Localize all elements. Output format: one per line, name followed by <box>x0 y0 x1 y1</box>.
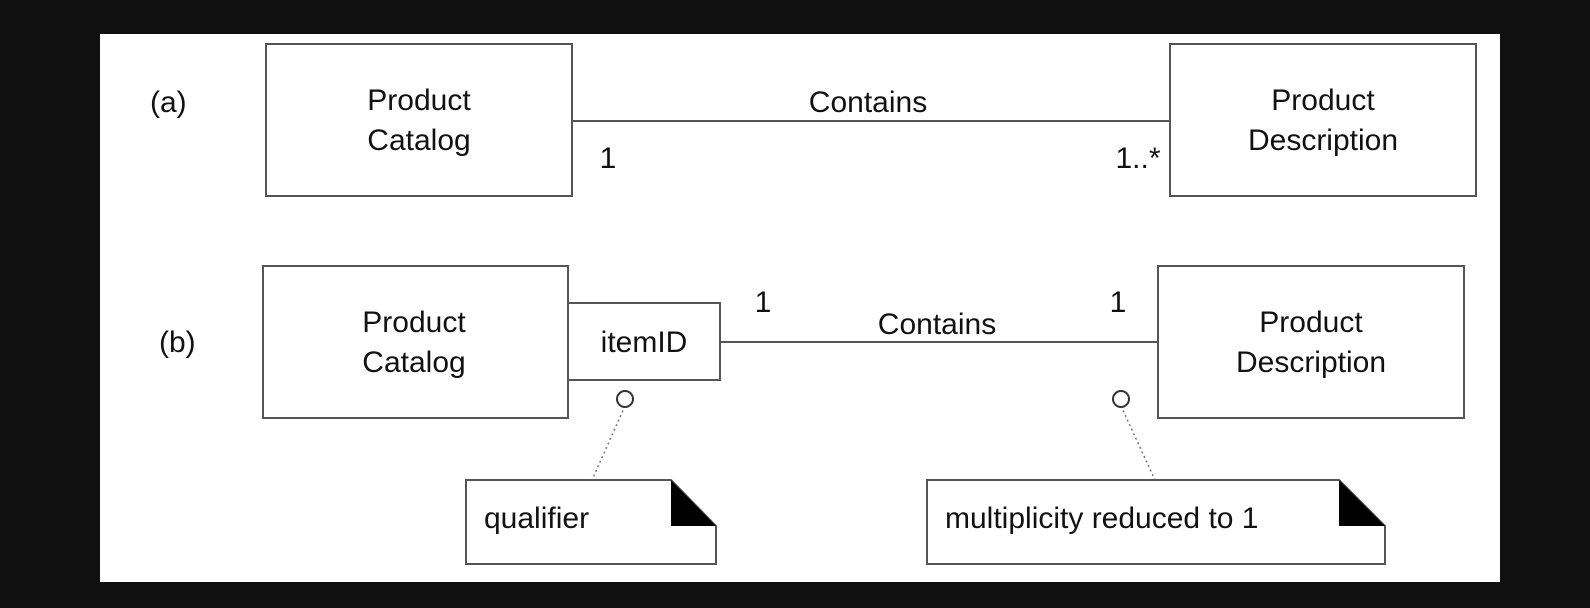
uml-diagram: (a) Product Catalog Contains 1 1..* Prod… <box>150 43 1477 565</box>
qualifier-note-fold <box>671 480 716 526</box>
qualifier-note-text: qualifier <box>484 502 589 535</box>
a-product-catalog-class <box>265 43 573 197</box>
multiplicity-note-text: multiplicity reduced to 1 <box>945 502 1258 535</box>
b-product-description-line2: Description <box>1236 346 1386 379</box>
a-product-description-class <box>1169 43 1477 197</box>
qualifier-text: itemID <box>601 326 688 359</box>
b-product-catalog-line2: Catalog <box>362 346 465 379</box>
a-product-description-line2: Description <box>1248 124 1398 157</box>
b-product-description-class <box>1157 265 1465 419</box>
qualifier-note <box>465 479 717 565</box>
b-association-name: Contains <box>878 308 996 341</box>
a-left-multiplicity: 1 <box>600 142 617 175</box>
diagram-canvas: (a) Product Catalog Contains 1 1..* Prod… <box>100 34 1500 582</box>
qualifier-note-connector <box>591 405 626 481</box>
b-product-description-line1: Product <box>1259 306 1363 339</box>
label-a: (a) <box>150 86 187 119</box>
label-b: (b) <box>159 326 196 359</box>
multiplicity-anchor-circle <box>1112 390 1130 408</box>
b-product-catalog-class <box>262 265 569 419</box>
multiplicity-note <box>926 479 1386 565</box>
b-right-multiplicity: 1 <box>1110 286 1127 319</box>
qualifier-anchor-circle <box>616 390 634 408</box>
a-product-catalog-line1: Product <box>367 84 471 117</box>
b-left-multiplicity: 1 <box>755 286 772 319</box>
a-association-name: Contains <box>809 86 927 119</box>
multiplicity-note-fold <box>1339 480 1385 526</box>
a-product-description-line1: Product <box>1271 84 1375 117</box>
b-product-catalog-line1: Product <box>362 306 466 339</box>
a-product-catalog-line2: Catalog <box>367 124 470 157</box>
a-right-multiplicity: 1..* <box>1115 142 1160 175</box>
multiplicity-note-connector <box>1120 405 1156 481</box>
